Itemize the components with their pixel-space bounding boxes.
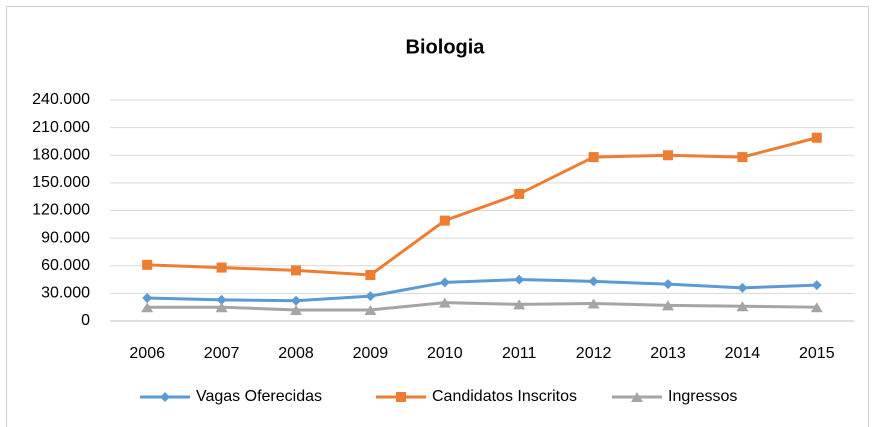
marker [215, 302, 228, 313]
marker [811, 280, 822, 291]
y-tick-label: 210.000 [32, 119, 90, 136]
marker [588, 276, 599, 287]
x-tick-label: 2006 [129, 345, 165, 362]
x-tick-label: 2007 [204, 345, 240, 362]
series-line [147, 301, 817, 312]
marker [160, 392, 170, 402]
marker [514, 188, 525, 199]
marker [396, 392, 406, 402]
marker [811, 132, 822, 143]
x-tick-label: 2014 [725, 345, 761, 362]
marker [588, 152, 599, 163]
marker [663, 279, 673, 290]
y-tick-label: 150.000 [32, 174, 90, 191]
x-tick-label: 2008 [278, 345, 314, 362]
marker [663, 150, 673, 161]
marker [216, 294, 227, 305]
chart-border [6, 6, 869, 427]
marker [216, 262, 227, 273]
marker [291, 295, 301, 306]
marker [662, 300, 674, 311]
x-tick-label: 2015 [799, 345, 835, 362]
marker [514, 274, 525, 285]
marker [142, 259, 153, 270]
y-tick-label: 240.000 [32, 91, 90, 108]
marker [631, 392, 643, 402]
marker [587, 298, 600, 309]
marker [439, 215, 450, 226]
y-tick-label: 180.000 [32, 146, 90, 163]
marker [365, 269, 376, 280]
legend-label: Vagas Oferecidas [196, 388, 322, 405]
x-tick-label: 2009 [353, 345, 389, 362]
marker [736, 301, 749, 312]
series-line [147, 278, 817, 303]
x-tick-label: 2010 [427, 345, 463, 362]
y-tick-label: 120.000 [32, 202, 90, 219]
marker [438, 297, 451, 308]
y-tick-label: 60.000 [41, 257, 90, 274]
marker [291, 265, 301, 276]
marker [737, 282, 748, 293]
chart-title: Biologia [406, 36, 486, 58]
y-tick-label: 30.000 [41, 285, 90, 302]
marker [290, 304, 302, 315]
marker [142, 292, 153, 303]
x-tick-label: 2012 [576, 345, 612, 362]
legend-label: Ingressos [668, 388, 737, 405]
marker [365, 291, 376, 302]
y-tick-label: 90.000 [41, 229, 90, 246]
x-tick-label: 2011 [502, 345, 537, 362]
marker [737, 152, 748, 163]
marker [364, 304, 377, 315]
y-tick-label: 0 [81, 312, 90, 329]
marker [141, 302, 154, 313]
series-line [147, 136, 818, 277]
marker [810, 302, 823, 313]
legend-label: Candidatos Inscritos [432, 388, 577, 405]
marker [513, 299, 526, 310]
marker [439, 277, 450, 288]
x-tick-label: 2013 [650, 345, 686, 362]
